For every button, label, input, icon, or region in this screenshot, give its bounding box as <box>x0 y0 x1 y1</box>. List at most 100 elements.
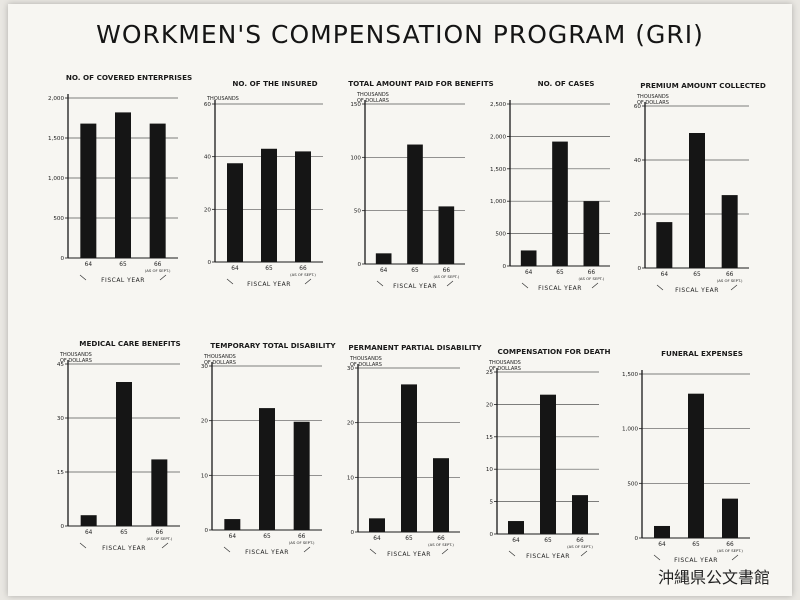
x-tick-label: 64 <box>380 268 388 274</box>
bar <box>151 459 168 526</box>
y-tick-label: 1,500 <box>622 372 638 378</box>
y-tick-label: 20 <box>486 402 494 408</box>
bar <box>520 250 537 266</box>
chart-title: PERMANENT PARTIAL DISABILITY <box>348 343 482 352</box>
y-tick-label: 10 <box>201 473 209 479</box>
y-tick-label: 1,500 <box>490 167 506 173</box>
unit-label: OF DOLLARS <box>489 366 521 372</box>
chart-title: TEMPORARY TOTAL DISABILITY <box>210 341 336 350</box>
x-axis-label: FISCAL YEAR <box>675 287 719 294</box>
category-note: (AS OF SEPT.) <box>428 542 454 547</box>
bar <box>401 384 417 532</box>
fiscal-year-bracket <box>223 546 311 553</box>
unit-label: OF DOLLARS <box>350 362 382 368</box>
unit-label: THOUSANDS <box>206 96 239 102</box>
bar <box>407 144 423 264</box>
fiscal-year-bracket <box>79 274 167 281</box>
x-tick-label: 64 <box>525 270 533 276</box>
x-axis-label: FISCAL YEAR <box>674 557 718 564</box>
fiscal-year-bracket <box>508 550 588 557</box>
y-tick-label: 0 <box>634 536 638 542</box>
y-tick-label: 0 <box>350 530 354 536</box>
chart-8: PERMANENT PARTIAL DISABILITY THOUSANDSOF … <box>347 343 483 558</box>
x-tick-label: 65 <box>120 530 128 536</box>
category-note: (AS OF SEPT.) <box>146 536 172 541</box>
x-tick-label: 64 <box>658 542 666 548</box>
chart-title: NO. OF CASES <box>538 79 595 88</box>
chart-title: MEDICAL CARE BENEFITS <box>79 339 180 348</box>
x-tick-label: 65 <box>693 272 701 278</box>
x-axis-label: FISCAL YEAR <box>247 281 291 288</box>
category-note: (AS OF SEPT.) <box>717 278 743 283</box>
bar <box>295 151 311 262</box>
chart-2: NO. OF THE INSURED THOUSANDS 0 20 40 60 64 65 66… <box>204 79 323 288</box>
x-tick-label: 66 <box>576 538 584 544</box>
bar <box>583 201 600 266</box>
y-tick-label: 0 <box>207 260 211 266</box>
unit-label: THOUSANDS <box>488 360 521 366</box>
x-tick-label: 64 <box>85 262 93 268</box>
y-tick-label: 15 <box>57 470 65 476</box>
x-tick-label: 65 <box>556 270 564 276</box>
bar <box>293 421 310 530</box>
x-tick-label: 65 <box>544 538 552 544</box>
x-tick-label: 65 <box>263 534 271 540</box>
bar <box>688 393 704 538</box>
fiscal-year-bracket <box>656 284 738 291</box>
y-tick-label: 1,000 <box>622 427 638 433</box>
y-tick-label: 500 <box>495 232 506 238</box>
y-tick-label: 0 <box>502 264 506 270</box>
category-note: (AS OF SEPT.) <box>289 540 315 545</box>
y-tick-label: 40 <box>634 158 642 164</box>
bar <box>149 123 166 258</box>
bar <box>375 253 392 264</box>
x-axis-label: FISCAL YEAR <box>102 545 146 552</box>
fiscal-year-bracket <box>653 554 739 561</box>
x-tick-label: 64 <box>512 538 520 544</box>
y-tick-label: 45 <box>57 362 65 368</box>
bar <box>721 195 738 268</box>
y-tick-label: 2,000 <box>48 96 64 102</box>
bar <box>656 222 673 268</box>
y-tick-label: 60 <box>634 104 642 110</box>
x-tick-label: 65 <box>411 268 419 274</box>
unit-label: THOUSANDS <box>636 94 669 100</box>
x-tick-label: 66 <box>437 536 445 542</box>
x-tick-label: 65 <box>119 262 127 268</box>
x-axis-label: FISCAL YEAR <box>387 551 431 558</box>
chart-title: NO. OF COVERED ENTERPRISES <box>66 73 192 82</box>
bar <box>508 521 524 534</box>
category-note: (AS OF SEPT.) <box>145 268 171 273</box>
y-tick-label: 25 <box>486 370 494 376</box>
y-tick-label: 5 <box>489 500 493 506</box>
y-tick-label: 1,000 <box>490 199 506 205</box>
y-tick-label: 20 <box>634 212 642 218</box>
x-axis-label: FISCAL YEAR <box>538 285 582 292</box>
x-tick-label: 66 <box>298 534 306 540</box>
fiscal-year-bracket <box>79 542 169 549</box>
fiscal-year-bracket <box>521 282 599 289</box>
display-board <box>8 4 792 596</box>
bar <box>540 394 556 534</box>
unit-label: OF DOLLARS <box>60 358 92 364</box>
y-tick-label: 500 <box>53 216 64 222</box>
bar <box>116 382 132 526</box>
bar <box>654 525 670 538</box>
y-tick-label: 0 <box>637 266 641 272</box>
x-tick-label: 66 <box>726 272 734 278</box>
x-tick-label: 64 <box>661 272 669 278</box>
x-tick-label: 65 <box>405 536 413 542</box>
x-tick-label: 64 <box>373 536 381 542</box>
y-tick-label: 50 <box>354 209 362 215</box>
y-tick-label: 0 <box>204 528 208 534</box>
bar <box>259 408 275 530</box>
unit-label: OF DOLLARS <box>204 360 236 366</box>
bar <box>261 148 277 262</box>
y-tick-label: 2,000 <box>490 134 506 140</box>
chart-title: COMPENSATION FOR DEATH <box>498 347 611 356</box>
bar <box>115 112 131 259</box>
